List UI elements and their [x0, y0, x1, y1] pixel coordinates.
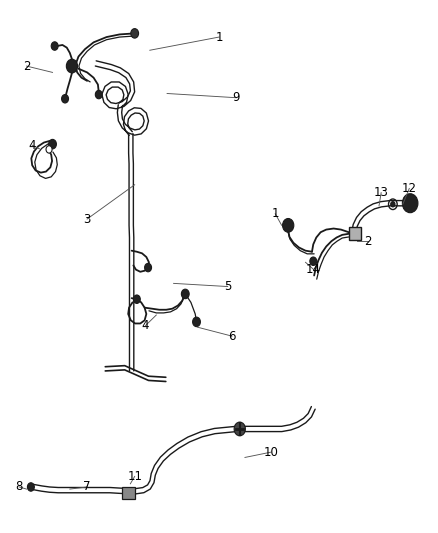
- Circle shape: [134, 295, 140, 303]
- Text: 5: 5: [224, 280, 231, 293]
- Circle shape: [145, 263, 152, 272]
- Circle shape: [46, 146, 52, 153]
- Circle shape: [310, 257, 317, 265]
- Text: 4: 4: [142, 319, 149, 332]
- Text: 14: 14: [306, 263, 321, 276]
- Circle shape: [51, 42, 58, 50]
- Text: 10: 10: [263, 446, 278, 459]
- Bar: [122, 487, 134, 498]
- Text: 3: 3: [83, 213, 91, 225]
- Text: 8: 8: [15, 480, 23, 494]
- Text: 1: 1: [215, 30, 223, 44]
- Bar: [349, 228, 361, 240]
- Text: 11: 11: [127, 470, 142, 483]
- Text: 6: 6: [228, 329, 236, 343]
- Text: 2: 2: [23, 60, 30, 72]
- Text: 1: 1: [272, 207, 279, 220]
- Circle shape: [193, 317, 201, 327]
- Text: 9: 9: [233, 91, 240, 104]
- Circle shape: [95, 90, 102, 99]
- Circle shape: [181, 289, 189, 298]
- Circle shape: [62, 94, 68, 103]
- Text: 7: 7: [83, 480, 91, 494]
- Text: 13: 13: [374, 186, 389, 199]
- Circle shape: [66, 59, 78, 73]
- Text: 12: 12: [402, 182, 417, 195]
- Circle shape: [49, 140, 57, 149]
- Circle shape: [234, 422, 245, 436]
- Circle shape: [391, 201, 395, 207]
- Text: 4: 4: [28, 139, 36, 152]
- Circle shape: [403, 193, 418, 213]
- Circle shape: [28, 483, 34, 491]
- Circle shape: [283, 219, 294, 232]
- Circle shape: [131, 29, 138, 38]
- Text: 2: 2: [364, 235, 372, 248]
